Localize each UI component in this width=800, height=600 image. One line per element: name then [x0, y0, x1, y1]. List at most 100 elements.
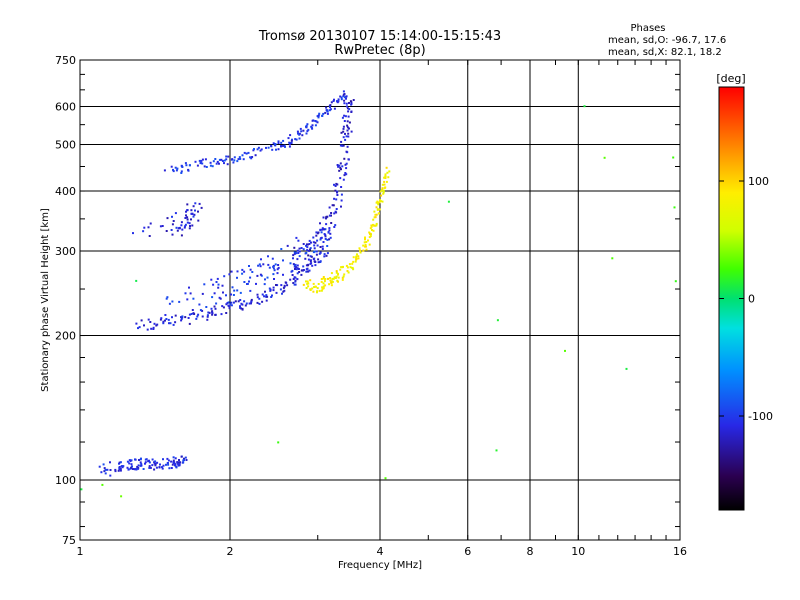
data-point — [294, 279, 297, 282]
data-point — [175, 466, 178, 469]
data-point — [324, 228, 327, 231]
data-point — [300, 247, 303, 249]
data-point — [267, 146, 270, 149]
data-point — [181, 315, 184, 318]
data-point — [347, 132, 350, 135]
data-point — [274, 263, 277, 266]
data-point — [324, 235, 327, 238]
data-point — [323, 255, 326, 258]
data-point — [322, 287, 325, 290]
data-point — [341, 144, 344, 147]
data-point — [381, 187, 384, 190]
data-point — [288, 143, 291, 146]
data-point — [306, 270, 309, 273]
data-point — [118, 462, 120, 465]
data-point — [128, 462, 131, 465]
data-point — [250, 302, 252, 305]
data-point — [333, 226, 336, 228]
data-point — [382, 192, 385, 195]
data-point — [237, 158, 240, 161]
x-tick-label: 6 — [464, 545, 471, 558]
data-point — [153, 468, 156, 471]
data-point — [170, 165, 173, 168]
x-tick-label: 16 — [673, 545, 687, 558]
data-point — [277, 264, 280, 266]
data-point — [159, 463, 161, 466]
data-point — [180, 224, 183, 227]
data-point — [314, 120, 317, 122]
data-point — [305, 132, 308, 135]
data-point — [296, 130, 299, 133]
data-point — [329, 106, 331, 109]
data-point — [340, 140, 343, 143]
data-point — [336, 194, 339, 196]
colorbar-tick-label: 0 — [748, 293, 755, 306]
data-point — [315, 120, 318, 123]
data-point — [119, 469, 122, 472]
data-point — [214, 313, 217, 316]
data-point — [252, 149, 255, 152]
data-point — [344, 172, 347, 174]
data-point — [201, 158, 204, 161]
data-point — [190, 209, 193, 212]
data-point — [342, 127, 345, 130]
data-point — [358, 247, 361, 250]
data-point — [172, 456, 175, 459]
data-point — [293, 265, 296, 268]
data-point — [140, 319, 143, 322]
data-point — [276, 268, 279, 271]
data-point — [362, 249, 365, 252]
data-point — [378, 208, 381, 211]
data-point — [135, 468, 138, 471]
data-point — [185, 164, 188, 167]
data-point — [316, 244, 319, 247]
data-point — [161, 467, 164, 470]
data-point — [385, 166, 388, 169]
data-point — [326, 110, 329, 113]
data-point — [174, 464, 176, 467]
data-point — [206, 314, 209, 317]
data-point — [192, 205, 195, 208]
data-point — [194, 202, 197, 205]
data-point — [154, 460, 157, 463]
data-point — [321, 286, 324, 289]
data-point — [188, 164, 191, 167]
y-tick-label: 500 — [55, 139, 76, 152]
data-point — [339, 268, 342, 271]
data-point — [325, 217, 327, 220]
data-point — [132, 468, 134, 470]
data-point — [375, 213, 378, 216]
data-point — [126, 460, 129, 463]
data-point — [333, 98, 335, 101]
data-point — [172, 168, 174, 171]
data-point — [262, 263, 265, 266]
data-point — [180, 172, 183, 174]
data-point — [314, 124, 317, 127]
data-point — [314, 241, 317, 244]
data-point — [250, 157, 253, 160]
data-point — [266, 295, 269, 298]
data-point — [335, 198, 338, 201]
data-point — [322, 276, 325, 278]
data-point — [192, 312, 195, 315]
data-point — [134, 458, 136, 461]
data-point — [345, 150, 348, 153]
data-point — [280, 145, 283, 148]
data-point — [307, 285, 310, 288]
data-point — [296, 264, 299, 267]
data-point — [228, 307, 231, 310]
data-point — [321, 114, 324, 117]
data-point — [357, 255, 360, 258]
data-point — [151, 464, 154, 467]
data-point — [256, 296, 259, 299]
data-point — [215, 281, 218, 283]
data-point — [316, 291, 318, 294]
data-point — [355, 256, 358, 259]
data-point — [295, 236, 298, 239]
data-point — [243, 281, 246, 283]
data-point — [149, 466, 152, 469]
data-point — [258, 263, 261, 266]
data-point — [242, 158, 245, 161]
data-point — [280, 284, 283, 287]
data-point — [333, 276, 336, 279]
